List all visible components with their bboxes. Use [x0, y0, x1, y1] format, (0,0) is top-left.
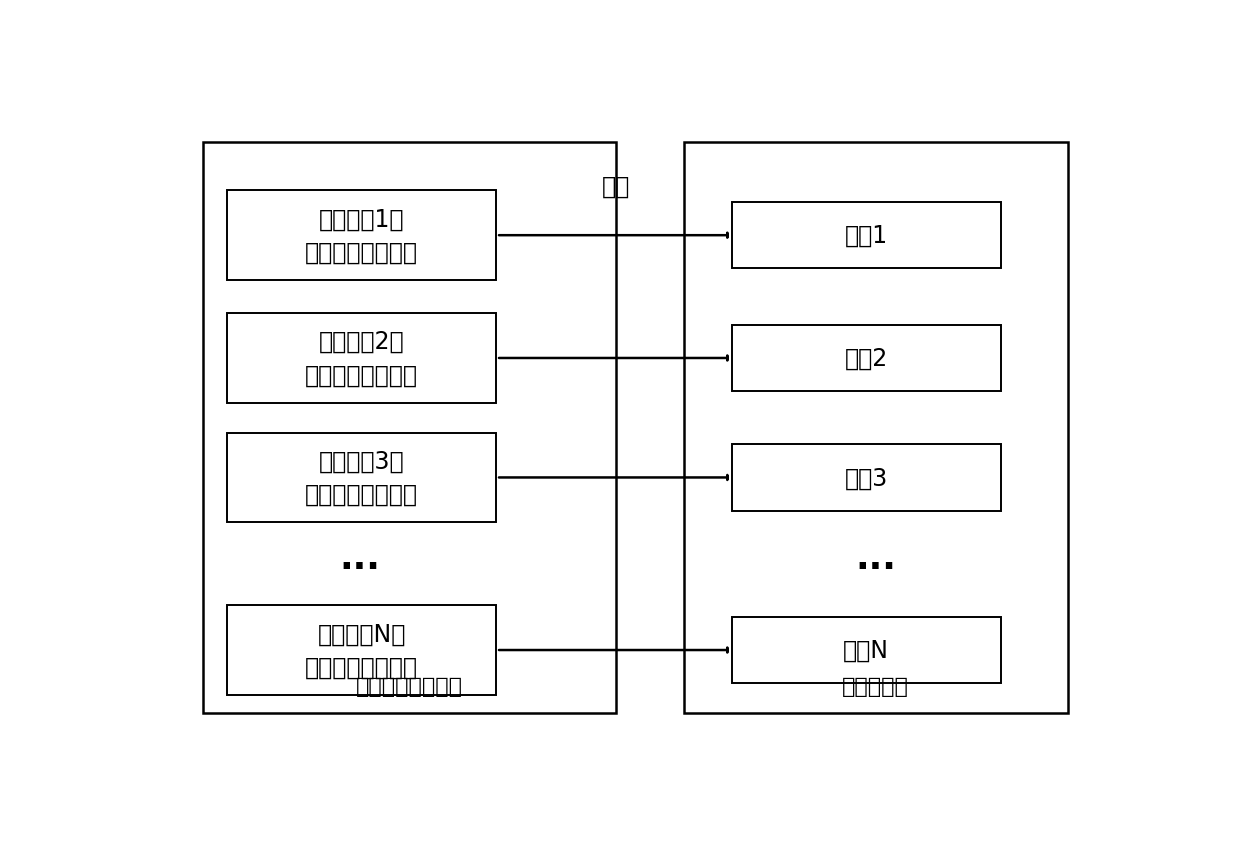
Bar — [732, 617, 1001, 684]
Bar — [732, 325, 1001, 392]
Bar — [732, 202, 1001, 269]
Bar — [203, 143, 616, 713]
Text: 目标线路3的
断线阻抗扫描任务: 目标线路3的 断线阻抗扫描任务 — [305, 449, 418, 506]
Text: 线程3: 线程3 — [844, 466, 888, 490]
Bar — [227, 433, 496, 523]
Bar — [732, 445, 1001, 511]
Bar — [227, 313, 496, 403]
Bar — [227, 191, 496, 281]
Text: 目标线路1的
断线阻抗扫描任务: 目标线路1的 断线阻抗扫描任务 — [305, 208, 418, 264]
Text: 断线阻抗扫描任务: 断线阻抗扫描任务 — [356, 677, 464, 697]
Text: 线程N: 线程N — [843, 638, 889, 662]
Bar — [683, 143, 1068, 713]
Text: ···: ··· — [340, 550, 381, 585]
Text: 线程2: 线程2 — [844, 347, 888, 370]
Text: 映射: 映射 — [603, 174, 630, 198]
Bar — [227, 605, 496, 695]
Text: 目标线路2的
断线阻抗扫描任务: 目标线路2的 断线阻抗扫描任务 — [305, 330, 418, 387]
Text: 目标线路N的
断线阻抗扫描任务: 目标线路N的 断线阻抗扫描任务 — [305, 622, 418, 679]
Text: 线程1: 线程1 — [844, 224, 888, 248]
Text: 图形处理器: 图形处理器 — [842, 677, 909, 697]
Text: ···: ··· — [856, 550, 897, 585]
